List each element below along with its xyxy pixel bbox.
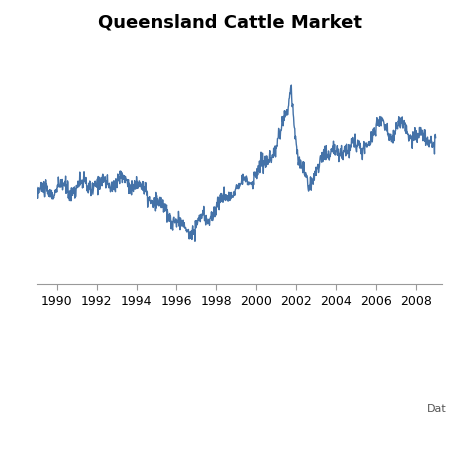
Text: Queensland Cattle Market: Queensland Cattle Market bbox=[98, 14, 361, 32]
Text: Dat: Dat bbox=[425, 403, 445, 413]
